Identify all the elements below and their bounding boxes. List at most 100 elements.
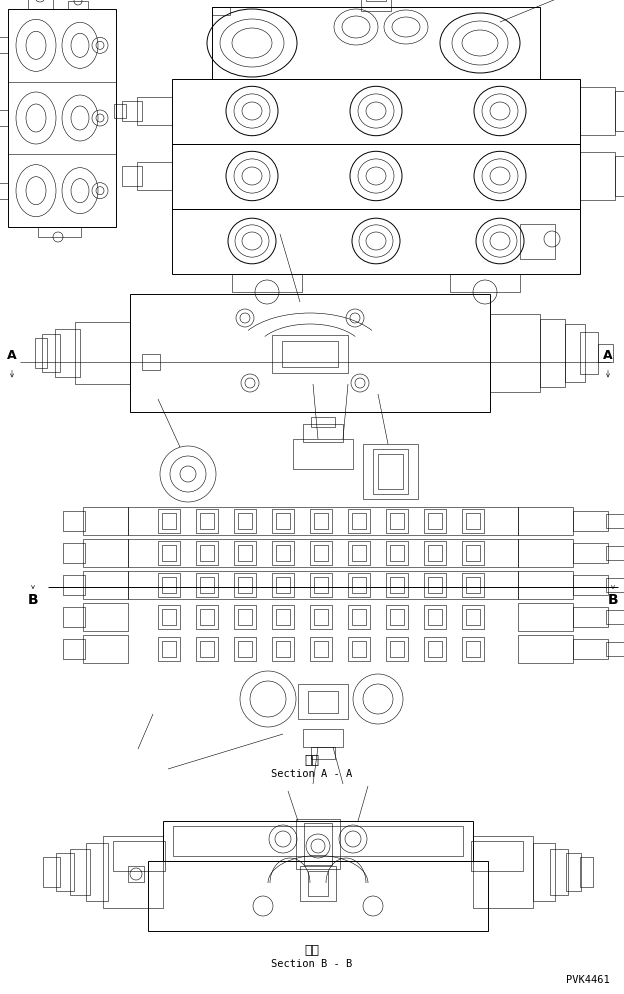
Bar (128, 572, 518, 599)
Bar (70, 849, 90, 896)
Bar (172, 145, 580, 210)
Bar (304, 823, 332, 865)
Bar (615, 91, 624, 132)
Bar (298, 684, 348, 720)
Bar (200, 514, 214, 530)
Bar (63, 576, 85, 595)
Bar (466, 546, 480, 562)
Bar (158, 637, 180, 661)
Bar (196, 637, 218, 661)
Bar (615, 157, 624, 197)
Bar (390, 546, 404, 562)
Bar (462, 637, 484, 661)
Bar (276, 514, 290, 530)
Bar (272, 336, 348, 374)
Bar (606, 642, 624, 656)
Bar (83, 603, 128, 631)
Bar (128, 508, 518, 536)
Bar (162, 641, 176, 657)
Bar (272, 510, 294, 534)
Bar (424, 542, 446, 566)
Bar (200, 641, 214, 657)
Bar (314, 609, 328, 625)
Bar (573, 512, 608, 532)
Bar (518, 540, 573, 568)
Bar (162, 514, 176, 530)
Text: B: B (608, 592, 618, 606)
Bar (518, 603, 573, 631)
Text: Section B - B: Section B - B (271, 958, 353, 968)
Bar (606, 579, 624, 592)
Bar (113, 841, 165, 871)
Bar (83, 540, 128, 568)
Bar (314, 641, 328, 657)
Bar (75, 323, 130, 385)
Bar (63, 512, 85, 532)
Bar (0, 111, 8, 127)
Bar (0, 39, 8, 55)
Bar (238, 609, 252, 625)
Bar (520, 225, 555, 259)
Bar (580, 333, 598, 375)
Bar (314, 514, 328, 530)
Text: Section A - A: Section A - A (271, 768, 353, 778)
Bar (310, 510, 332, 534)
Bar (272, 637, 294, 661)
Bar (162, 609, 176, 625)
Bar (606, 547, 624, 561)
Bar (196, 605, 218, 629)
Bar (196, 510, 218, 534)
Bar (314, 546, 328, 562)
Bar (352, 609, 366, 625)
Bar (462, 574, 484, 597)
Bar (238, 514, 252, 530)
Bar (606, 515, 624, 529)
Bar (428, 578, 442, 593)
Bar (272, 605, 294, 629)
Text: B: B (27, 592, 38, 606)
Bar (386, 542, 408, 566)
Bar (158, 542, 180, 566)
Bar (300, 866, 336, 902)
Bar (276, 641, 290, 657)
Bar (386, 637, 408, 661)
Bar (348, 605, 370, 629)
Bar (38, 228, 81, 238)
Bar (158, 510, 180, 534)
Bar (314, 578, 328, 593)
Bar (238, 546, 252, 562)
Bar (122, 102, 142, 122)
Bar (373, 449, 408, 494)
Bar (348, 510, 370, 534)
Bar (303, 730, 343, 747)
Bar (212, 8, 230, 16)
Bar (540, 320, 565, 388)
Bar (366, 0, 386, 2)
Bar (148, 861, 488, 931)
Bar (308, 871, 328, 897)
Bar (424, 605, 446, 629)
Bar (462, 510, 484, 534)
Bar (428, 514, 442, 530)
Bar (200, 578, 214, 593)
Bar (386, 510, 408, 534)
Bar (550, 849, 568, 896)
Bar (43, 857, 60, 887)
Bar (390, 641, 404, 657)
Bar (352, 546, 366, 562)
Bar (386, 605, 408, 629)
Bar (293, 439, 353, 469)
Bar (390, 514, 404, 530)
Bar (196, 542, 218, 566)
Bar (580, 857, 593, 887)
Bar (518, 572, 573, 599)
Bar (276, 578, 290, 593)
Bar (83, 508, 128, 536)
Bar (428, 546, 442, 562)
Bar (310, 542, 332, 566)
Bar (518, 508, 573, 536)
Bar (137, 97, 172, 126)
Bar (238, 578, 252, 593)
Bar (310, 605, 332, 629)
Bar (296, 819, 340, 869)
